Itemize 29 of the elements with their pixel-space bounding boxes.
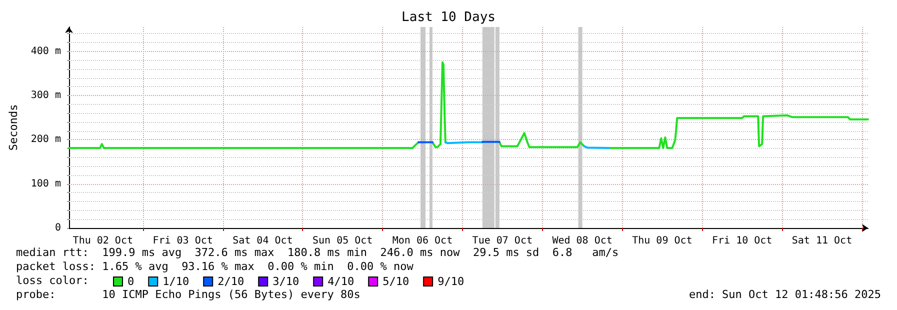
x-tick-label: Thu 09 Oct	[632, 236, 692, 246]
y-tick-label: 400 m	[30, 46, 61, 57]
text: median rtt: 199.9 ms avg 372.6 ms max 180.8 ms min 246.0 ms now 29.5 ms sd 6.8 am/s	[16, 246, 619, 259]
x-tick-label: Fri 10 Oct	[712, 236, 772, 246]
x-tick-label: Wed 08 Oct	[552, 236, 612, 246]
x-tick-label: Tue 07 Oct	[472, 236, 533, 246]
legend-label: 9/10	[438, 275, 464, 288]
x-tick-label: Sun 05 Oct	[312, 236, 373, 246]
x-tick-label: Fri 03 Oct	[152, 236, 213, 246]
text: probe: 10 ICMP Echo Pings (56 Bytes) every 80s	[16, 288, 360, 301]
legend-label: 4/10	[328, 275, 354, 288]
text: end: Sun Oct 12 01:48:56 2025	[688, 288, 882, 301]
y-tick-label: 200 m	[30, 134, 61, 146]
x-tick-label: Sat 04 Oct	[232, 236, 293, 246]
x-tick-label: Mon 06 Oct	[392, 236, 453, 246]
legend-label: 3/10	[272, 275, 300, 288]
legend-label: 5/10	[382, 275, 410, 288]
chart-title: Last 10 Days	[402, 10, 496, 25]
text: loss color:	[16, 274, 89, 287]
y-tick-label: 0	[54, 222, 61, 234]
legend-label: 0	[128, 275, 134, 288]
y-axis-title: Seconds	[7, 104, 20, 151]
y-tick-label: 100 m	[30, 178, 61, 190]
x-tick-label: Sat 11 Oct	[792, 236, 852, 246]
text: packet loss: 1.65 % avg 93.16 % max 0.00 % min 0.00 % now	[16, 260, 414, 273]
x-tick-label: Thu 02 Oct	[72, 236, 134, 246]
legend-label: 1/10	[162, 275, 190, 288]
legend-label: 2/10	[218, 275, 244, 288]
y-tick-label: 300 m	[30, 90, 61, 101]
